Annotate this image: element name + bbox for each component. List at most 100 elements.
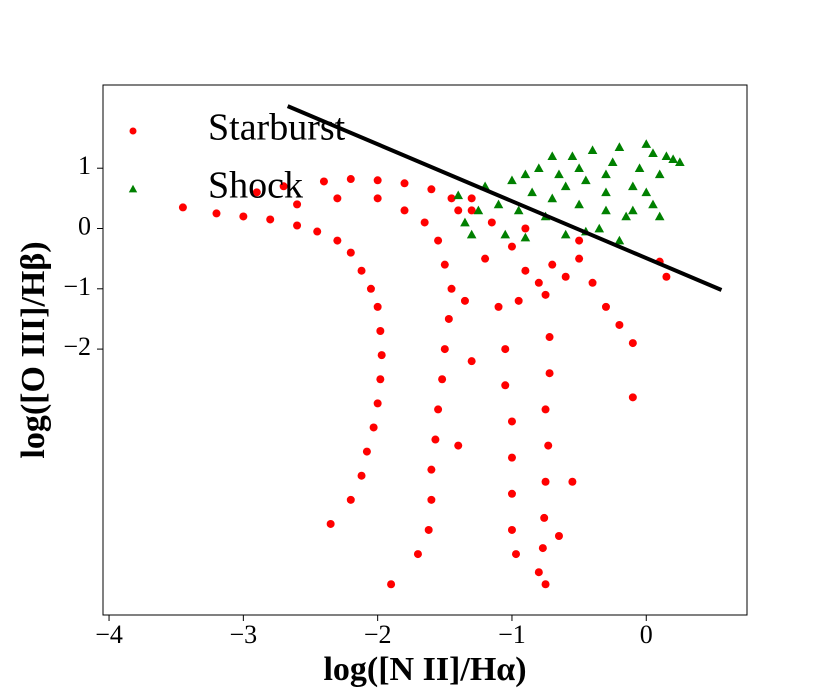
starburst-point [454,441,463,450]
shock-point [668,154,678,164]
starburst-point [444,314,453,323]
starburst-point [544,441,553,450]
shock-point [614,142,625,151]
shock-point [634,163,645,173]
starburst-point [326,519,335,528]
legend-marker [129,127,137,135]
starburst-point [521,224,530,233]
starburst-point [575,236,584,245]
starburst-point [178,203,187,212]
starburst-point [440,345,449,354]
starburst-point [420,218,429,227]
starburst-point [387,580,396,589]
shock-point [601,187,611,197]
shock-point [601,205,611,215]
x-tick-label: −4 [95,620,123,649]
y-tick-label: 0 [78,211,91,240]
shock-point [520,232,531,242]
starburst-point [501,345,510,354]
starburst-point [239,212,248,221]
starburst-point [376,375,385,384]
shock-point [473,205,484,215]
shock-point [628,205,638,215]
shock-point [581,175,591,185]
shock-point [493,199,504,209]
starburst-point [548,260,557,269]
y-axis-label: log([O III]/Hβ) [15,241,52,458]
shock-point [654,211,665,221]
shock-point [648,148,658,157]
starburst-point [413,550,422,559]
shock-point [648,199,658,209]
starburst-point [333,194,342,203]
starburst-point [545,369,554,378]
starburst-point [615,320,624,329]
starburst-point [507,525,516,534]
shock-point [641,139,652,148]
starburst-point [377,351,386,360]
shock-point [527,187,537,197]
shock-point [560,181,571,191]
starburst-point [545,333,554,342]
starburst-point [438,375,447,384]
legend-label: Starburst [208,107,346,149]
starburst-point [440,260,449,269]
starburst-point [467,357,476,366]
legend-marker [128,184,138,193]
starburst-point [507,489,516,498]
shock-point [574,163,584,173]
starburst-point [376,327,385,336]
starburst-point [514,296,523,305]
starburst-point [541,405,550,414]
starburst-point [373,176,382,185]
starburst-point [362,447,371,456]
starburst-point [212,209,221,218]
shock-point [601,169,611,179]
x-tick-label: 0 [640,620,653,649]
shock-point [654,169,665,179]
starburst-point [400,179,409,188]
starburst-point [346,175,355,184]
starburst-point [540,513,549,522]
shock-point [641,187,652,197]
starburst-point [467,194,476,203]
shock-point [560,229,571,239]
starburst-point [541,477,550,486]
starburst-point [369,423,378,432]
boundary-line [286,104,723,292]
y-tick-label: −2 [63,332,91,361]
x-tick-label: −2 [364,620,392,649]
starburst-point [373,302,382,311]
starburst-point [333,236,342,245]
starburst-point [427,465,436,474]
starburst-point [454,206,463,215]
starburst-point [568,477,577,486]
starburst-point [487,218,496,227]
shock-point [554,169,564,179]
plot-frame [102,84,748,616]
starburst-point [575,254,584,263]
starburst-point [534,568,543,577]
shock-point [675,157,685,167]
starburst-point [431,435,440,444]
x-tick-label: −3 [230,620,258,649]
starburst-point [252,188,261,197]
starburst-point [447,284,456,293]
starburst-point [541,580,550,589]
shock-point [507,175,517,185]
starburst-point [601,302,610,311]
starburst-point [313,227,322,236]
starburst-point [427,495,436,504]
starburst-point [427,185,436,194]
starburst-point [561,272,570,281]
starburst-point [434,405,443,414]
y-tick-label: −1 [63,272,91,301]
starburst-point [424,525,433,534]
shock-point [466,229,477,239]
starburst-point [507,242,516,251]
starburst-point [541,290,550,299]
shock-point [547,151,558,160]
starburst-point [366,284,375,293]
shock-point [547,193,558,203]
